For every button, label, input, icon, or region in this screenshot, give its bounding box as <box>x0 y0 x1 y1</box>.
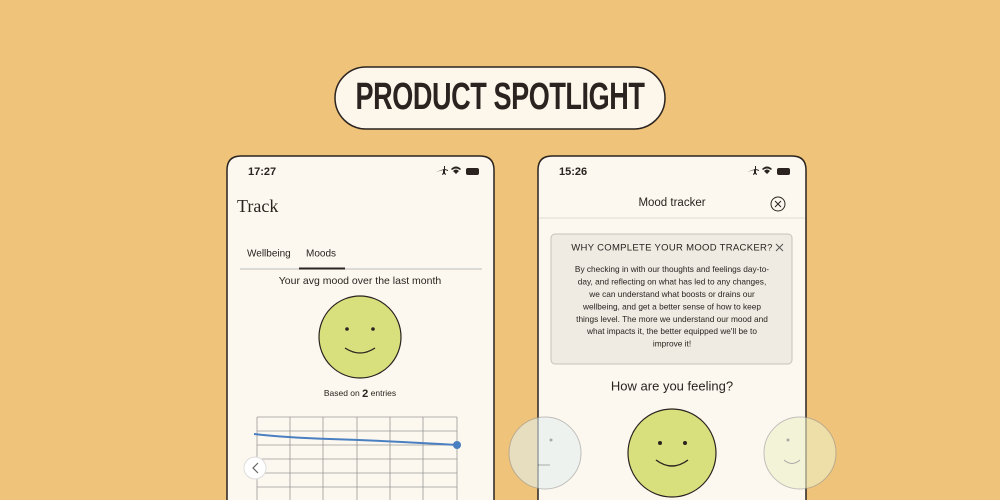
tab[interactable]: Wellbeing <box>247 249 291 260</box>
text: entries <box>371 388 397 398</box>
right-phone: 15:26 Mood tracker WHY COMPLETE YOUR MOO… <box>508 155 837 500</box>
info-line: wellbeing, and get a better sense of how… <box>582 301 761 311</box>
banner-title: PRODUCT SPOTLIGHT <box>355 74 644 117</box>
mood-option-selected[interactable] <box>627 408 717 498</box>
text: Based on <box>324 388 360 398</box>
banner-pill <box>334 66 666 130</box>
question: How are you feeling? <box>611 378 733 393</box>
subtitle: Your avg mood over the last month <box>279 275 442 287</box>
mood-face <box>318 295 402 379</box>
count: 2 <box>362 388 368 400</box>
info-line: day, and reflecting on what has led to a… <box>578 277 767 287</box>
mood-option[interactable] <box>763 416 837 490</box>
trend-line <box>253 433 458 446</box>
prev-button[interactable] <box>243 456 267 480</box>
status-icons <box>747 166 790 175</box>
info-line: we can understand what boosts or drains … <box>588 289 755 299</box>
info-box <box>550 233 793 365</box>
screen-title: Track <box>237 196 278 216</box>
status-icons <box>436 166 479 175</box>
entries-note: Based on 2 entries <box>324 388 396 400</box>
mood-option[interactable] <box>508 416 582 490</box>
tab-active[interactable]: Moods <box>306 249 336 260</box>
info-body: By checking in with our thoughts and fee… <box>575 264 769 348</box>
chart-grid <box>256 416 458 500</box>
close-button[interactable] <box>770 196 786 212</box>
left-phone: 17:27 Track Wellbeing Moods Your avg moo… <box>226 155 495 500</box>
status-time: 17:27 <box>248 166 276 178</box>
status-time: 15:26 <box>559 166 587 178</box>
info-dismiss[interactable] <box>775 243 784 252</box>
info-line: things level. The more we understand our… <box>576 314 768 324</box>
info-line: By checking in with our thoughts and fee… <box>575 264 769 274</box>
info-title: WHY COMPLETE YOUR MOOD TRACKER? <box>571 243 772 254</box>
trend-dot <box>453 441 461 449</box>
info-line: improve it! <box>653 339 691 349</box>
info-line: what impacts it, the better equipped we'… <box>586 326 757 336</box>
screen-title: Mood tracker <box>638 197 705 209</box>
